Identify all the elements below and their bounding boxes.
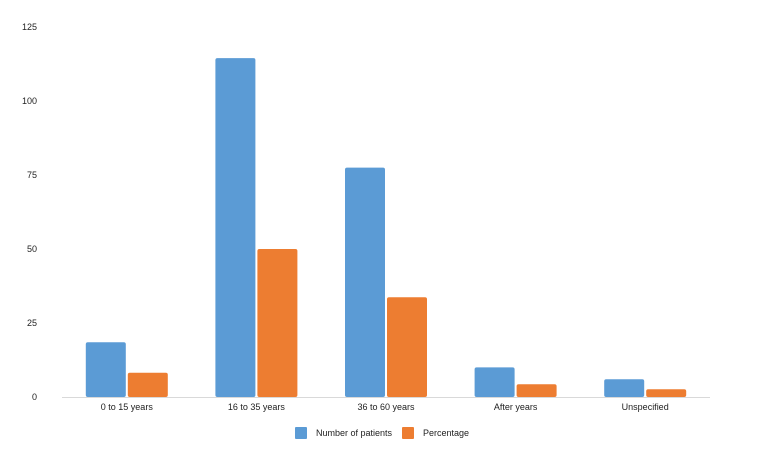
x-category-label: After years [494,402,538,412]
x-category-label: 36 to 60 years [357,402,415,412]
x-category-label: Unspecified [622,402,669,412]
y-tick-label: 50 [27,244,37,254]
bar-number-of-patients [474,367,515,397]
x-category-label: 0 to 15 years [101,402,154,412]
bar-percentage [646,389,687,397]
bar-number-of-patients [604,379,645,397]
x-category-label: 16 to 35 years [228,402,286,412]
y-tick-label: 0 [32,392,37,402]
bar-percentage [387,297,427,397]
bars-group [85,58,687,398]
bar-number-of-patients [345,167,385,397]
y-tick-label: 25 [27,318,37,328]
legend-label: Number of patients [316,428,393,438]
bar-percentage [516,384,557,397]
bar-percentage [127,372,168,397]
legend: Number of patients Percentage [295,427,469,439]
x-axis-labels: 0 to 15 years 16 to 35 years 36 to 60 year… [101,402,669,412]
y-tick-label: 75 [27,170,37,180]
y-tick-label: 100 [22,96,37,106]
y-tick-label: 125 [22,22,37,32]
bar-percentage [257,249,298,397]
bar-number-of-patients [215,58,256,398]
legend-swatch [295,427,307,439]
y-axis-ticks: 0 25 50 75 100 125 [22,22,37,402]
legend-label: Percentage [423,428,469,438]
bar-number-of-patients [85,342,126,397]
legend-swatch [402,427,414,439]
